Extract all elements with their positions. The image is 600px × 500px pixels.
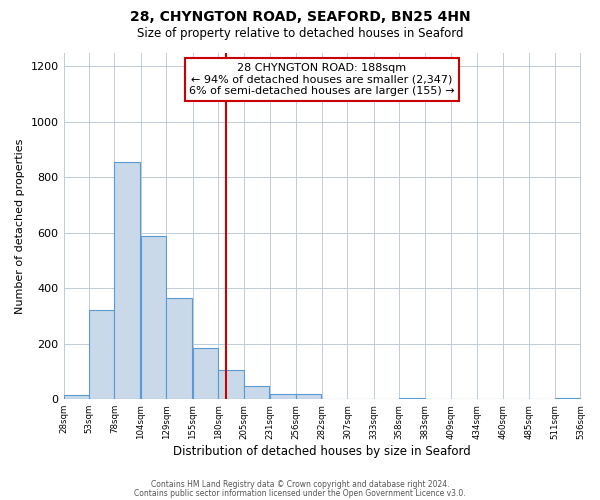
X-axis label: Distribution of detached houses by size in Seaford: Distribution of detached houses by size … [173, 444, 471, 458]
Bar [64, 395, 89, 399]
Text: 28, CHYNGTON ROAD, SEAFORD, BN25 4HN: 28, CHYNGTON ROAD, SEAFORD, BN25 4HN [130, 10, 470, 24]
Text: 28 CHYNGTON ROAD: 188sqm
← 94% of detached houses are smaller (2,347)
6% of semi: 28 CHYNGTON ROAD: 188sqm ← 94% of detach… [189, 63, 455, 96]
Bar [270, 394, 296, 399]
Bar [555, 398, 580, 399]
Text: Size of property relative to detached houses in Seaford: Size of property relative to detached ho… [137, 28, 463, 40]
Bar [89, 310, 115, 399]
Bar [193, 348, 218, 399]
Bar [218, 370, 244, 399]
Bar [115, 162, 140, 399]
Bar [296, 394, 321, 399]
Bar [400, 398, 425, 399]
Text: Contains HM Land Registry data © Crown copyright and database right 2024.: Contains HM Land Registry data © Crown c… [151, 480, 449, 489]
Bar [166, 298, 192, 399]
Text: Contains public sector information licensed under the Open Government Licence v3: Contains public sector information licen… [134, 488, 466, 498]
Y-axis label: Number of detached properties: Number of detached properties [15, 138, 25, 314]
Bar [244, 386, 269, 399]
Bar [141, 236, 166, 399]
